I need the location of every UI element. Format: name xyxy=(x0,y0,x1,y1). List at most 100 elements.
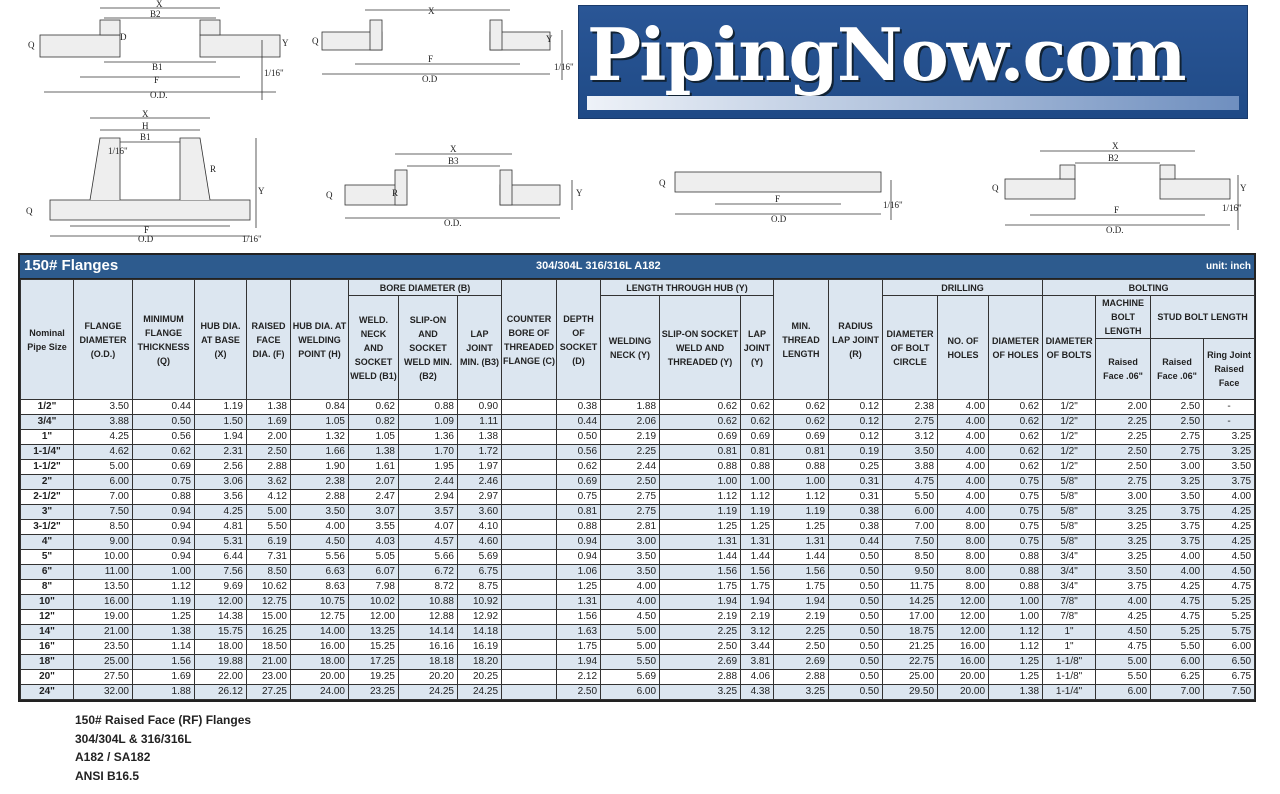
table-cell: 6.00 xyxy=(1203,639,1256,655)
table-cell: 7.00 xyxy=(1150,684,1205,700)
table-cell: 3.88 xyxy=(882,459,939,475)
table-cell: 7.50 xyxy=(1203,684,1256,700)
table-cell: 1.14 xyxy=(132,639,195,655)
nominal-size-cell: 8" xyxy=(20,579,74,595)
table-cell: 0.69 xyxy=(740,429,775,445)
table-cell: 1.38 xyxy=(988,684,1044,700)
table-cell: 22.00 xyxy=(194,669,247,685)
table-cell: 12.00 xyxy=(937,594,990,610)
table-cell: 5.05 xyxy=(348,549,399,565)
dimension-label: F xyxy=(154,75,159,85)
table-cell: 1.95 xyxy=(398,459,458,475)
threaded-flange-diagram: X Q Y F O.D 1/16" xyxy=(312,6,574,84)
table-cell: 0.69 xyxy=(132,459,195,475)
table-cell: 27.25 xyxy=(246,684,291,700)
table-cell: 0.62 xyxy=(988,444,1044,460)
table-cell: 1.75 xyxy=(556,639,602,655)
table-cell: 2.88 xyxy=(290,489,349,505)
table-cell: 1.97 xyxy=(456,459,503,475)
table-cell: 10.92 xyxy=(456,594,503,610)
table-cell: 1/2" xyxy=(1042,414,1097,430)
table-cell: 0.19 xyxy=(828,444,884,460)
notes: 150# Raised Face (RF) Flanges 304/304L &… xyxy=(75,711,251,785)
group-bore: BORE DIAMETER (B) xyxy=(347,279,503,296)
table-cell: 3/4" xyxy=(1042,549,1097,565)
nominal-size-cell: 6" xyxy=(20,564,74,580)
note-line: 304/304L & 316/316L xyxy=(75,731,192,746)
table-cell: 12.88 xyxy=(398,609,458,625)
table-cell xyxy=(501,489,558,505)
note-line: 150# Raised Face (RF) Flanges xyxy=(75,713,252,727)
table-cell: 1.38 xyxy=(456,429,503,445)
table-cell: 1.44 xyxy=(659,549,742,565)
table-cell: 5.00 xyxy=(600,624,661,640)
table-cell: 4.00 xyxy=(937,504,990,520)
header-y-lj: LAP JOINT (Y) xyxy=(740,295,775,400)
table-cell: 7/8" xyxy=(1042,594,1097,610)
table-cell: 2.19 xyxy=(659,609,742,625)
dimension-label: R xyxy=(210,164,216,174)
table-cell: 0.94 xyxy=(132,519,195,535)
nominal-size-cell: 2" xyxy=(20,474,74,490)
table-cell: 3.50 xyxy=(600,564,661,580)
header-b2: SLIP-ON AND SOCKET WELD MIN. (B2) xyxy=(398,295,458,400)
table-cell: 1.00 xyxy=(132,564,195,580)
table-cell: 0.62 xyxy=(988,414,1044,430)
table-cell: 4.81 xyxy=(194,519,247,535)
table-cell: 10.62 xyxy=(246,579,291,595)
table-cell: 5.31 xyxy=(194,534,247,550)
table-cell: 4.50 xyxy=(1203,549,1256,565)
lap-joint-flange-diagram: X B3 Q Y R O.D. xyxy=(326,144,583,228)
header-thread: MIN. THREAD LENGTH xyxy=(773,279,830,400)
table-cell: 1.19 xyxy=(194,399,247,415)
table-cell: 21.25 xyxy=(882,639,939,655)
table-cell: 5.66 xyxy=(398,549,458,565)
table-cell: 10.75 xyxy=(290,594,349,610)
table-cell: 9.50 xyxy=(882,564,939,580)
table-cell: 1.19 xyxy=(132,594,195,610)
table-cell: 1.00 xyxy=(773,474,830,490)
table-cell xyxy=(501,444,558,460)
dimension-label: O.D xyxy=(138,234,154,244)
table-cell: 5.69 xyxy=(600,669,661,685)
table-cell: 8.50 xyxy=(246,564,291,580)
table-cell: 0.75 xyxy=(132,474,195,490)
table-cell: 8.75 xyxy=(456,579,503,595)
dimension-label: Q xyxy=(28,40,35,50)
nominal-size-cell: 16" xyxy=(20,639,74,655)
table-cell: 1.56 xyxy=(740,564,775,580)
nominal-size-cell: 3" xyxy=(20,504,74,520)
table-cell: 3.25 xyxy=(1095,519,1152,535)
dimension-label: Y xyxy=(282,38,289,48)
table-cell: 1.31 xyxy=(556,594,602,610)
table-cell: 24.25 xyxy=(456,684,503,700)
table-cell: 0.94 xyxy=(556,534,602,550)
table-cell: 5.69 xyxy=(456,549,503,565)
table-cell: 4.25 xyxy=(194,504,247,520)
table-cell: 2.50 xyxy=(1150,414,1205,430)
table-cell: 5.00 xyxy=(246,504,291,520)
table-cell: 1/2" xyxy=(1042,399,1097,415)
table-cell xyxy=(501,609,558,625)
table-cell: 6.00 xyxy=(1095,684,1152,700)
table-cell: 0.62 xyxy=(773,414,830,430)
table-cell: 0.62 xyxy=(556,459,602,475)
table-cell: 2.88 xyxy=(773,669,830,685)
table-cell: 0.88 xyxy=(740,459,775,475)
table-cell: 27.50 xyxy=(73,669,133,685)
dimension-label: 1/16" xyxy=(264,68,284,78)
table-cell: 13.25 xyxy=(348,624,399,640)
table-cell: 1.12 xyxy=(740,489,775,505)
table-cell: 2.50 xyxy=(556,684,602,700)
table-cell: 0.62 xyxy=(773,399,830,415)
table-cell xyxy=(501,564,558,580)
table-cell xyxy=(501,684,558,700)
group-drilling: DRILLING xyxy=(882,279,1044,296)
table-cell: 4.12 xyxy=(246,489,291,505)
table-cell: 1.56 xyxy=(132,654,195,670)
table-cell: 22.75 xyxy=(882,654,939,670)
dimension-label: O.D. xyxy=(150,90,168,100)
table-cell: 3/4" xyxy=(1042,564,1097,580)
table-cell: 3.81 xyxy=(740,654,775,670)
table-cell: 3.25 xyxy=(1095,549,1152,565)
